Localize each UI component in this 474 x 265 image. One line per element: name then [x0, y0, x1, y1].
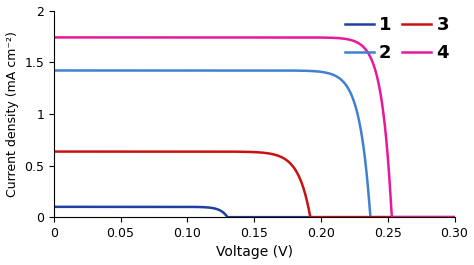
- 3: [259, 151, 264, 154]
- 4: [247, 36, 253, 39]
- Line: 2: 2: [54, 70, 474, 217]
- 3: [388, 215, 393, 219]
- 2: [368, 215, 374, 219]
- 2: [51, 69, 57, 72]
- 2: [466, 215, 472, 219]
- Line: 3: 3: [54, 152, 474, 217]
- 1: [248, 215, 254, 219]
- 2: [73, 69, 79, 72]
- 1: [388, 215, 393, 219]
- 1: [51, 205, 57, 209]
- 3: [308, 215, 313, 219]
- Y-axis label: Current density (mA cm⁻²): Current density (mA cm⁻²): [6, 31, 18, 197]
- Line: 4: 4: [54, 37, 474, 217]
- 4: [466, 215, 472, 219]
- 3: [247, 150, 253, 153]
- 1: [259, 215, 264, 219]
- 4: [466, 215, 472, 219]
- 2: [466, 215, 472, 219]
- 4: [388, 192, 393, 195]
- 2: [388, 215, 393, 219]
- 3: [466, 215, 472, 219]
- 2: [247, 69, 253, 72]
- X-axis label: Voltage (V): Voltage (V): [216, 245, 292, 259]
- 1: [73, 205, 79, 209]
- 3: [51, 150, 57, 153]
- 1: [466, 215, 472, 219]
- Legend: 1, 2, 3, 4: 1, 2, 3, 4: [343, 14, 451, 64]
- 3: [466, 215, 472, 219]
- 4: [73, 36, 79, 39]
- 4: [259, 36, 264, 39]
- 1: [225, 215, 230, 219]
- 3: [73, 150, 79, 153]
- 1: [466, 215, 472, 219]
- 2: [259, 69, 264, 72]
- Line: 1: 1: [54, 207, 474, 217]
- 4: [51, 36, 57, 39]
- 4: [389, 215, 395, 219]
